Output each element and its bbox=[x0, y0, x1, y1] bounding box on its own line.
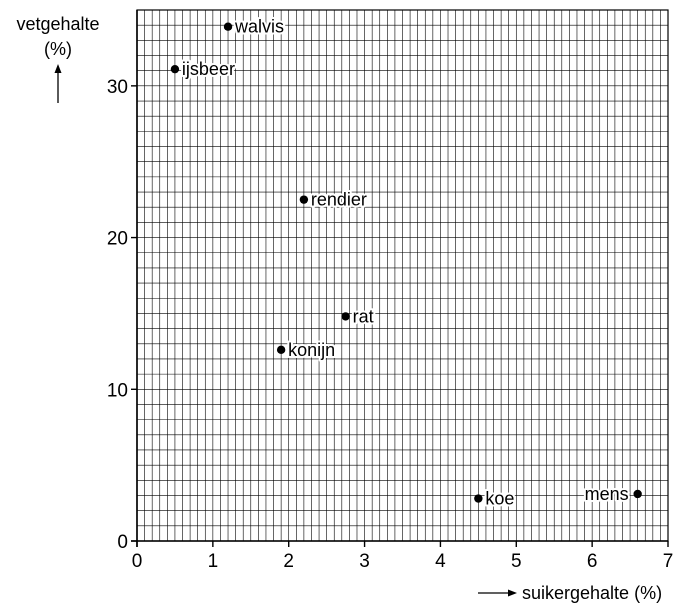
tick-labels: 0 1 2 3 4 5 6 7 0 10 20 30 bbox=[107, 77, 673, 572]
data-point-label: rendier bbox=[311, 190, 367, 210]
y-axis-title-line2: (%) bbox=[44, 39, 72, 59]
x-axis-arrow bbox=[478, 589, 517, 597]
y-tick-label: 10 bbox=[107, 380, 128, 401]
y-tick-label: 30 bbox=[107, 77, 128, 98]
data-point-label: ijsbeer bbox=[182, 59, 235, 79]
x-tick-label: 5 bbox=[511, 551, 522, 572]
data-point-label: rat bbox=[353, 306, 374, 326]
data-point bbox=[633, 489, 642, 499]
x-tick-label: 3 bbox=[359, 551, 370, 572]
data-point bbox=[474, 494, 483, 503]
data-points: walvis ijsbeer rendier rat konijn koe mens bbox=[170, 15, 642, 511]
x-axis-title: suikergehalte (%) bbox=[522, 583, 662, 603]
grid bbox=[136, 9, 669, 542]
y-axis-title-line1: vetgehalte bbox=[16, 14, 99, 34]
data-point-label: mens bbox=[585, 484, 629, 504]
data-point bbox=[223, 22, 233, 31]
data-point bbox=[276, 345, 286, 355]
data-point bbox=[299, 195, 309, 204]
y-axis-arrow bbox=[54, 64, 62, 103]
data-point bbox=[170, 64, 180, 74]
data-point-label: walvis bbox=[234, 17, 284, 37]
y-tick-label: 0 bbox=[117, 532, 128, 553]
data-point-label: konijn bbox=[288, 340, 335, 360]
x-tick-label: 1 bbox=[208, 551, 219, 572]
data-point-label: koe bbox=[485, 489, 514, 509]
x-tick-label: 4 bbox=[435, 551, 446, 572]
data-point bbox=[341, 312, 350, 321]
x-tick-label: 2 bbox=[283, 551, 294, 572]
x-tick-label: 0 bbox=[132, 551, 143, 572]
y-tick-label: 20 bbox=[107, 229, 128, 250]
x-tick-label: 7 bbox=[663, 551, 674, 572]
axes bbox=[131, 10, 668, 547]
x-tick-label: 6 bbox=[587, 551, 598, 572]
